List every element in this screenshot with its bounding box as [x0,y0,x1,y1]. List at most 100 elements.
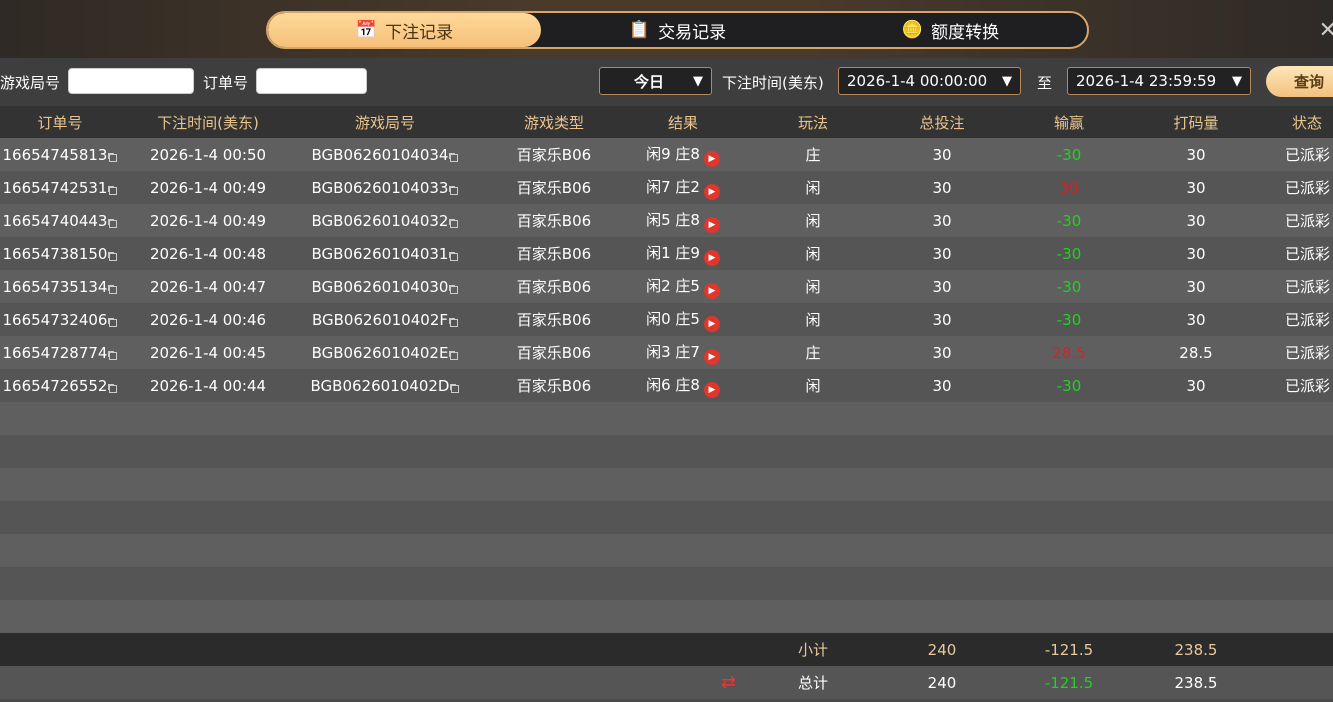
order-label: 订单号 [203,74,249,92]
play-replay-icon[interactable]: ▶ [703,183,720,200]
empty-row [0,534,1333,567]
game-round: BGB06260104030 [311,277,449,296]
win-loss: -30 [990,237,1148,270]
table-row: 16654740443 2026-1-4 00:49 BGB0626010403… [0,204,1333,237]
copy-icon[interactable] [450,351,459,360]
total-turnover: 238.5 [1148,666,1244,699]
subtotal-label: 小计 [732,633,894,666]
copy-icon[interactable] [450,219,459,228]
tab-transaction-records[interactable]: 📋 交易记录 [541,13,814,47]
game-round-input[interactable] [68,68,194,94]
status: 已派彩 [1244,138,1333,171]
copy-icon[interactable] [451,384,460,393]
refresh-icon[interactable]: ⇄ [720,672,736,693]
game-round: BGB06260104031 [311,244,449,263]
copy-icon[interactable] [109,351,118,360]
win-loss: -30 [990,138,1148,171]
status: 已派彩 [1244,336,1333,369]
bet-option: 闲 [732,237,894,270]
column-header: 玩法 [732,106,894,138]
total-bet: 30 [894,336,990,369]
clipboard-icon: 📋 [628,20,651,40]
bet-option: 闲 [732,270,894,303]
copy-icon[interactable] [109,153,118,162]
column-header: 游戏类型 [474,106,634,138]
end-time-select[interactable]: 2026-1-4 23:59:59 ▼ [1067,67,1251,95]
turnover: 28.5 [1148,336,1244,369]
copy-icon[interactable] [109,318,118,327]
game-type: 百家乐B06 [474,369,634,402]
top-bar: 📅 下注记录 📋 交易记录 🪙 额度转换 ✕ [0,0,1333,58]
column-header: 打码量 [1148,106,1244,138]
result: 闲2 庄5 [646,276,700,295]
order-input[interactable] [256,68,367,94]
play-replay-icon[interactable]: ▶ [703,216,720,233]
column-header: 游戏局号 [296,106,474,138]
play-replay-icon[interactable]: ▶ [703,381,720,398]
play-replay-icon[interactable]: ▶ [703,315,720,332]
bet-time: 2026-1-4 00:50 [120,138,296,171]
subtotal-bet: 240 [894,633,990,666]
copy-icon[interactable] [450,153,459,162]
order-cell: 16654742531 [0,171,120,204]
game-round: BGB0626010402E [311,343,449,362]
result-cell: 闲3 庄7 ▶ [634,336,732,369]
period-select[interactable]: 今日 ▼ [599,67,712,95]
result: 闲1 庄9 [646,243,700,262]
copy-icon[interactable] [109,219,118,228]
play-replay-icon[interactable]: ▶ [703,249,720,266]
copy-icon[interactable] [450,186,459,195]
copy-icon[interactable] [109,384,118,393]
status: 已派彩 [1244,303,1333,336]
turnover: 30 [1148,138,1244,171]
copy-icon[interactable] [109,252,118,261]
column-header: 订单号 [0,106,120,138]
result: 闲6 庄8 [646,375,700,394]
tab-bet-records[interactable]: 📅 下注记录 [268,13,541,47]
total-bet: 30 [894,270,990,303]
copy-icon[interactable] [450,252,459,261]
dropdown-arrow-icon: ▼ [693,73,703,89]
turnover: 30 [1148,171,1244,204]
copy-icon[interactable] [450,318,458,327]
query-button[interactable]: 查询 [1266,66,1333,97]
play-replay-icon[interactable]: ▶ [703,282,720,299]
win-loss: -30 [990,369,1148,402]
order-number: 16654732406 [2,310,108,329]
bet-option: 闲 [732,204,894,237]
dropdown-arrow-icon: ▼ [1002,73,1012,89]
play-replay-icon[interactable]: ▶ [703,150,720,167]
copy-icon[interactable] [450,285,459,294]
table-row: 16654745813 2026-1-4 00:50 BGB0626010403… [0,138,1333,171]
close-icon[interactable]: ✕ [1318,18,1333,43]
copy-icon[interactable] [109,285,118,294]
empty-row [0,600,1333,633]
round-cell: BGB06260104033 [296,171,474,204]
result-cell: 闲7 庄2 ▶ [634,171,732,204]
tab-credit-transfer[interactable]: 🪙 额度转换 [814,13,1087,47]
column-header: 结果 [634,106,732,138]
dropdown-arrow-icon: ▼ [1232,73,1242,89]
bet-option: 闲 [732,171,894,204]
copy-icon[interactable] [109,186,118,195]
start-time-select[interactable]: 2026-1-4 00:00:00 ▼ [838,67,1021,95]
status: 已派彩 [1244,270,1333,303]
tab-bar: 📅 下注记录 📋 交易记录 🪙 额度转换 [266,11,1089,49]
bet-time: 2026-1-4 00:44 [120,369,296,402]
tab-label: 下注记录 [385,22,454,43]
game-type: 百家乐B06 [474,237,634,270]
order-cell: 16654735134 [0,270,120,303]
order-cell: 16654732406 [0,303,120,336]
round-cell: BGB06260104031 [296,237,474,270]
total-bet: 30 [894,171,990,204]
table-row: 16654726552 2026-1-4 00:44 BGB0626010402… [0,369,1333,402]
bet-time: 2026-1-4 00:49 [120,204,296,237]
result: 闲0 庄5 [646,309,700,328]
period-value: 今日 [634,72,665,91]
total-bet: 30 [894,369,990,402]
play-replay-icon[interactable]: ▶ [703,348,720,365]
status: 已派彩 [1244,204,1333,237]
empty-row [0,567,1333,600]
turnover: 30 [1148,204,1244,237]
game-round-label: 游戏局号 [0,74,61,92]
